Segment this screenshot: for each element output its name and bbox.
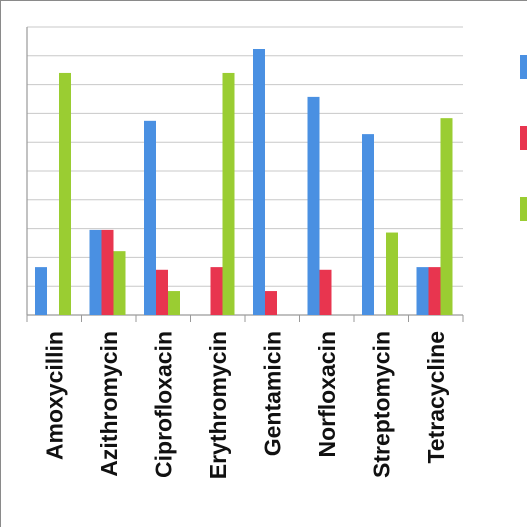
bar-azithromycin-series-2 [101,229,114,315]
bar-azithromycin-series-3 [113,251,126,315]
bar-tetracycline-series-2 [428,267,441,315]
bar-streptomycin-series-3 [386,232,398,315]
bar-tetracycline-series-1 [416,267,429,315]
bars [35,49,453,315]
bar-amoxycillin-series-3 [59,72,71,315]
legend [520,55,527,221]
category-label: Azithromycin [96,331,122,477]
bar-erythromycin-series-2 [210,267,223,315]
bar-ciprofloxacin-series-3 [168,291,180,315]
category-label: Streptomycin [368,331,394,478]
bar-erythromycin-series-3 [222,72,235,315]
category-label: Tetracycline [423,331,449,464]
bar-gentamicin-series-1 [253,49,265,315]
category-labels: Amoxycillin Azithromycin Ciprofloxacin Eryt… [41,331,449,479]
category-label: Amoxycillin [41,331,67,460]
legend-swatch-series-2 [520,126,527,150]
legend-swatch-series-3 [520,197,527,221]
bar-ciprofloxacin-series-2 [156,269,168,315]
bar-norfloxacin-series-1 [307,96,320,315]
category-label: Gentamicin [259,331,285,456]
bar-gentamicin-series-2 [265,291,277,315]
category-label: Norfloxacin [314,331,340,458]
bar-amoxycillin-series-1 [35,267,47,315]
category-label: Ciprofloxacin [150,331,176,478]
legend-swatch-series-1 [520,55,527,79]
bar-ciprofloxacin-series-1 [144,120,156,315]
category-label: Erythromycin [205,331,231,479]
bar-norfloxacin-series-2 [319,269,332,315]
bar-streptomycin-series-1 [362,134,374,315]
bar-tetracycline-series-3 [440,118,453,315]
bar-azithromycin-series-1 [89,229,102,315]
